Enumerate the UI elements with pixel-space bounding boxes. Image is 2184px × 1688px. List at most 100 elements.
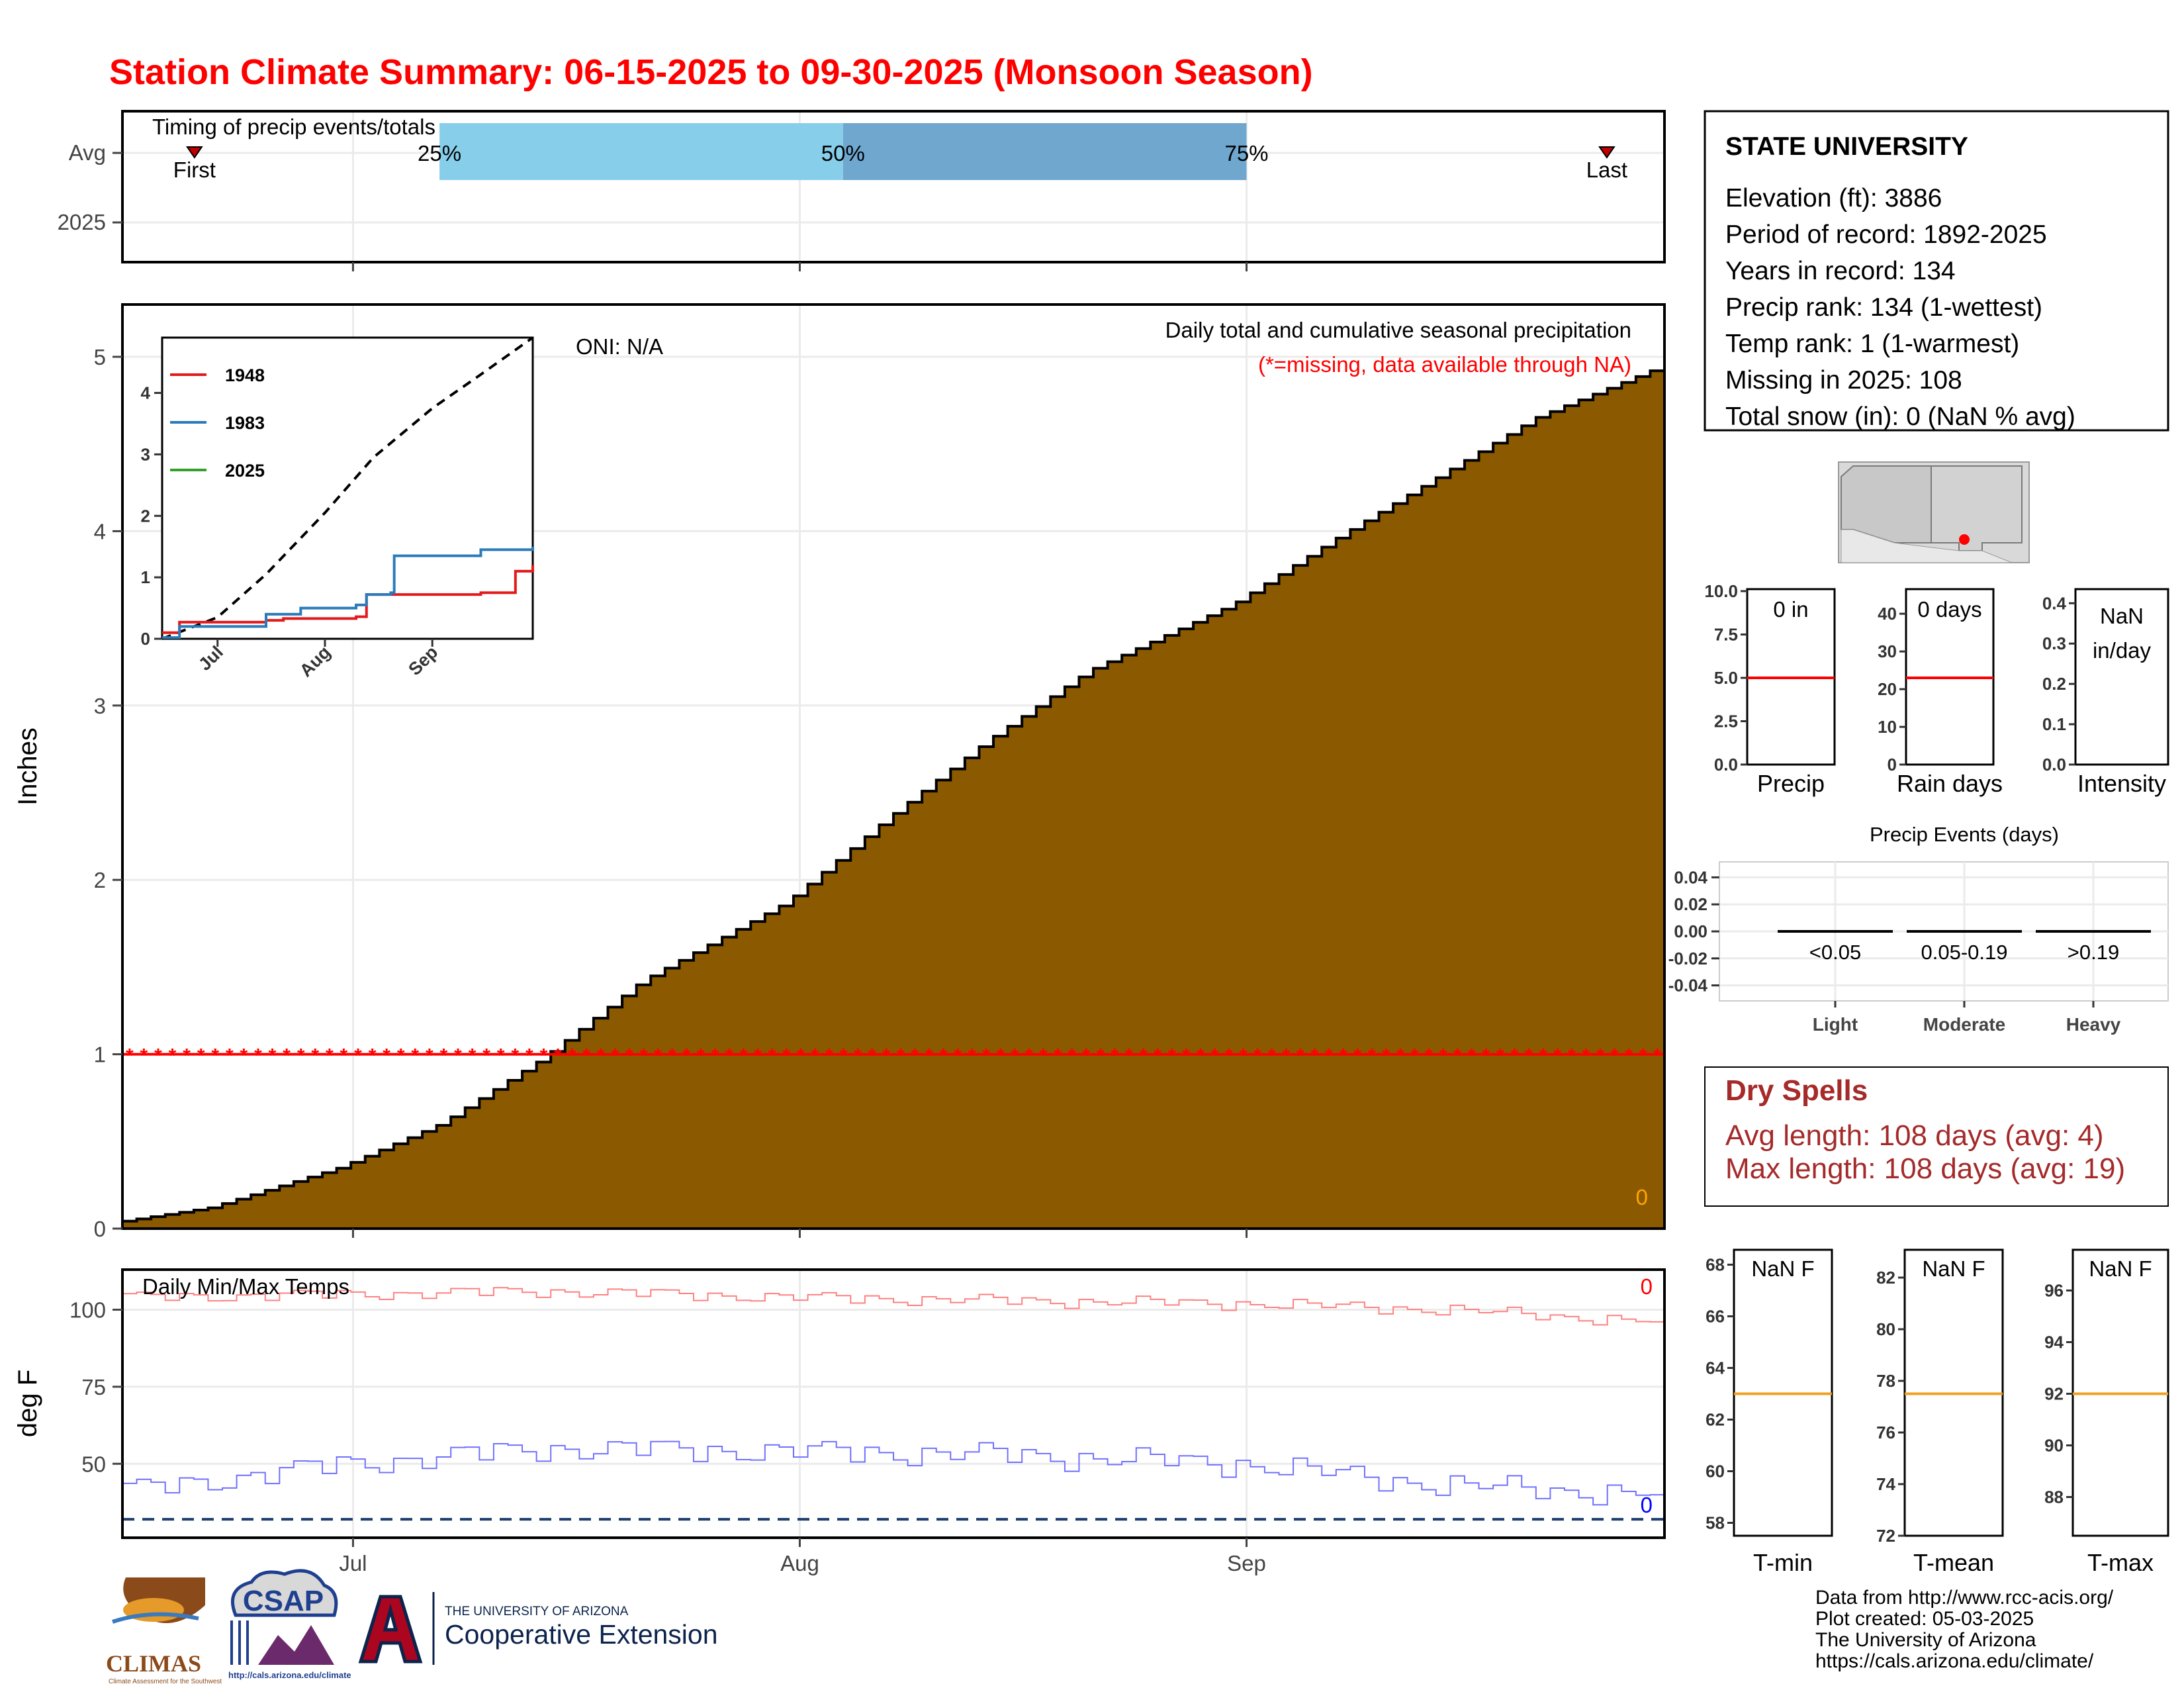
missing-marker: * — [240, 1045, 248, 1067]
tmin_avg-ytick-label: 62 — [1706, 1410, 1725, 1430]
missing-marker: * — [954, 1045, 962, 1067]
rain_days-ytick-label: 0 — [1888, 755, 1897, 774]
missing-marker: * — [1525, 1045, 1533, 1067]
cumulative-precip-area — [121, 369, 1666, 1230]
event-bar-label-light: <0.05 — [1809, 941, 1861, 964]
missing-marker: * — [711, 1045, 719, 1067]
missing-marker: * — [1611, 1045, 1619, 1067]
inset-ytick-label: 3 — [141, 444, 150, 464]
inset-axes: 0 1 2 3 4 — [141, 383, 433, 649]
missing-marker: * — [1468, 1045, 1476, 1067]
precip_total-ytick-label: 10.0 — [1704, 581, 1738, 601]
ua-block-a-icon — [358, 1595, 423, 1664]
missing-marker: * — [740, 1045, 748, 1067]
temp-xtick-label: Sep — [1227, 1551, 1266, 1575]
tmean_avg-ytick-label: 72 — [1876, 1526, 1895, 1546]
station-elevation: Elevation (ft): 3886 — [1725, 184, 1942, 212]
missing-marker: * — [126, 1045, 134, 1067]
missing-marker: * — [1439, 1045, 1447, 1067]
missing-marker: * — [1054, 1045, 1062, 1067]
missing-marker: * — [1539, 1045, 1547, 1067]
inset-legend-2025: 2025 — [225, 461, 265, 481]
precip_total-ytick-label: 2.5 — [1714, 712, 1738, 731]
first-event-label: First — [173, 158, 216, 182]
precip-event-bar-moderate — [1907, 930, 2022, 933]
mini-bar-ticks: 0.0 2.5 5.0 7.5 10.0 0 10 20 30 40 0.0 0.1 0.2 0.3 0.4 — [1704, 581, 2075, 774]
tmax-count-label: 0 — [1641, 1274, 1653, 1299]
tmean_avg-ytick-label: 76 — [1876, 1423, 1895, 1442]
missing-marker: * — [1568, 1045, 1576, 1067]
missing-marker: * — [297, 1045, 305, 1067]
missing-marker: * — [283, 1045, 291, 1067]
tmin_avg-ytick-label: 66 — [1706, 1307, 1725, 1327]
rain_days-ytick-label: 40 — [1878, 604, 1897, 624]
missing-marker: * — [697, 1045, 705, 1067]
station-info-frame — [1704, 110, 2169, 432]
inset-series-1948 — [162, 565, 534, 634]
missing-marker: * — [940, 1045, 948, 1067]
dry-spells-box: Dry Spells Avg length: 108 days (avg: 4)… — [1704, 1066, 2169, 1207]
station-name: STATE UNIVERSITY — [1725, 132, 1968, 161]
station-location-dot — [1959, 534, 1970, 545]
station-temp-rank: Temp rank: 1 (1-warmest) — [1725, 330, 2019, 358]
timing-p25-label: 25% — [418, 141, 461, 165]
missing-marker: * — [440, 1045, 448, 1067]
missing-marker: * — [511, 1045, 519, 1067]
timing-ylabel-avg: Avg — [69, 140, 106, 165]
missing-marker: * — [797, 1045, 805, 1067]
missing-marker: * — [1453, 1045, 1461, 1067]
intensity-ytick-label: 0.1 — [2042, 714, 2066, 734]
csap-cloud-icon — [231, 1569, 338, 1617]
precip-ytick-label: 0 — [94, 1217, 106, 1241]
missing-marker: * — [569, 1045, 576, 1067]
last-event-label: Last — [1586, 158, 1627, 182]
missing-marker: * — [868, 1045, 876, 1067]
missing-marker: * — [154, 1045, 162, 1067]
precip-y-axis: 0 1 2 3 4 5 — [94, 345, 122, 1241]
missing-marker: * — [1482, 1045, 1490, 1067]
precip-count-label: 0 — [1636, 1185, 1648, 1209]
missing-marker: * — [1154, 1045, 1161, 1067]
missing-marker: * — [525, 1045, 533, 1067]
inset-ytick-label: 2 — [141, 506, 150, 526]
precip-missing-note: (*=missing, data available through NA) — [1258, 352, 1631, 377]
station-snow: Total snow (in): 0 (NaN % avg) — [1725, 402, 2075, 431]
missing-marker: * — [725, 1045, 733, 1067]
missing-marker: * — [925, 1045, 933, 1067]
missing-marker: * — [654, 1045, 662, 1067]
missing-marker: * — [754, 1045, 762, 1067]
rain_days-ytick-label: 20 — [1878, 679, 1897, 699]
missing-marker: * — [640, 1045, 648, 1067]
missing-marker: * — [226, 1045, 234, 1067]
missing-marker: * — [1240, 1045, 1248, 1067]
ua-cooperative-extension-logo: THE UNIVERSITY OF ARIZONA Cooperative Ex… — [358, 1592, 718, 1665]
temp-x-axis: Jul Aug Sep — [339, 1538, 1266, 1575]
rain_days-ytick-label: 30 — [1878, 641, 1897, 661]
missing-marker: * — [897, 1045, 905, 1067]
event-xlabel-moderate: Moderate — [1923, 1014, 2005, 1035]
missing-marker: * — [1197, 1045, 1205, 1067]
missing-marker: * — [1596, 1045, 1604, 1067]
timing-bar-q1 — [439, 123, 843, 180]
timing-label: Timing of precip events/totals — [152, 115, 435, 139]
missing-marker: * — [1311, 1045, 1319, 1067]
tmin-count-label: 0 — [1641, 1493, 1653, 1517]
precip-ytick-label: 2 — [94, 868, 106, 892]
precip-panel-frame — [121, 303, 1666, 1230]
missing-marker: * — [1368, 1045, 1376, 1067]
missing-marker: * — [1553, 1045, 1561, 1067]
footer-line-url: https://cals.arizona.edu/climate/ — [1815, 1650, 2094, 1672]
dry-spells-avg: Avg length: 108 days (avg: 4) — [1725, 1119, 2104, 1152]
missing-marker: * — [369, 1045, 377, 1067]
missing-marker: * — [1211, 1045, 1219, 1067]
precip-events-ytick-label: 0.00 — [1674, 921, 1707, 941]
locator-map — [1838, 461, 2030, 563]
missing-marker: * — [882, 1045, 890, 1067]
missing-marker: * — [469, 1045, 477, 1067]
tmin_avg-ytick-label: 68 — [1706, 1255, 1725, 1275]
tmax_avg-ytick-label: 92 — [2044, 1384, 2064, 1404]
timing-p50-label: 50% — [821, 141, 865, 165]
tmax_avg-ytick-label: 94 — [2044, 1333, 2064, 1352]
station-period: Period of record: 1892-2025 — [1725, 220, 2047, 249]
